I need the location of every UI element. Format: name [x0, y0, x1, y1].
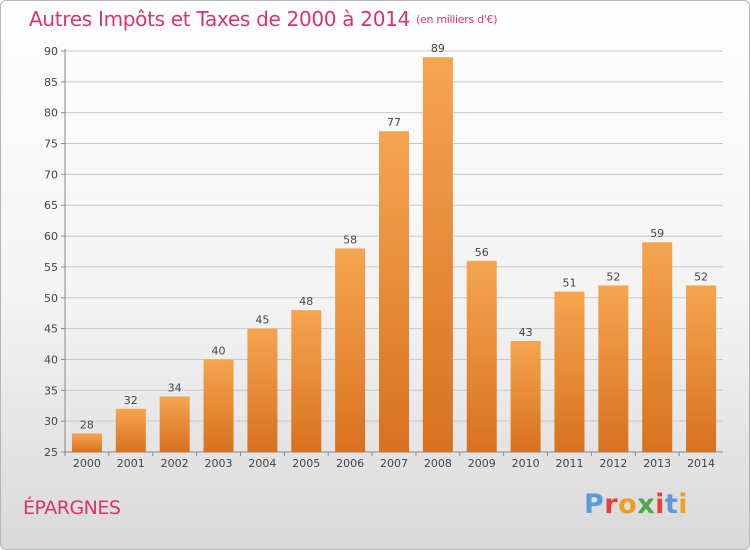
- x-tick-label: 2008: [424, 457, 452, 470]
- data-label: 34: [168, 381, 182, 394]
- brand-letter: i: [655, 489, 665, 520]
- bar: [686, 285, 717, 452]
- data-label: 28: [80, 418, 94, 431]
- y-tick-label: 55: [44, 261, 58, 274]
- y-tick-label: 90: [44, 45, 58, 58]
- brand-letter: i: [678, 489, 689, 520]
- bar: [379, 131, 409, 452]
- data-label: 40: [212, 344, 226, 357]
- x-tick-label: 2010: [512, 457, 540, 470]
- x-tick-labels: 2000 2001 2002 2003 2004 2005 2006 2007 2008 2009…: [73, 457, 715, 470]
- bar: [642, 242, 673, 452]
- x-tick-label: 2013: [643, 457, 671, 470]
- bar: [159, 396, 190, 452]
- y-tick-label: 70: [44, 168, 58, 181]
- y-tick-label: 85: [44, 76, 58, 89]
- data-label: 52: [606, 270, 620, 283]
- x-tick-label: 2009: [468, 457, 496, 470]
- chart-title-text: Autres Impôts et Taxes de 2000 à 2014: [29, 7, 410, 31]
- y-tick-label: 25: [44, 446, 58, 459]
- bar: [115, 408, 146, 452]
- data-label: 77: [387, 116, 401, 129]
- data-label: 45: [255, 314, 269, 327]
- data-label: 89: [431, 42, 445, 55]
- x-tick-label: 2001: [117, 457, 145, 470]
- bar: [247, 328, 278, 452]
- proxiti-logo: Proxiti: [584, 489, 688, 520]
- bar: [203, 359, 234, 452]
- y-tick-label: 60: [44, 230, 58, 243]
- x-tick-label: 2004: [248, 457, 276, 470]
- data-label: 58: [343, 233, 357, 246]
- bars: [71, 57, 717, 453]
- brand-letter: o: [618, 489, 638, 520]
- chart-subtitle: (en milliers d'€): [416, 13, 498, 26]
- x-tick-label: 2011: [555, 457, 583, 470]
- data-label: 32: [124, 394, 138, 407]
- y-tick-label: 75: [44, 138, 58, 151]
- data-label: 51: [562, 277, 576, 290]
- y-tick-label: 80: [44, 107, 58, 120]
- x-tick-label: 2002: [161, 457, 189, 470]
- brand-letter: x: [637, 489, 656, 520]
- y-tick-label: 50: [44, 292, 58, 305]
- y-tick-label: 35: [44, 384, 58, 397]
- bar: [598, 285, 629, 452]
- brand-letter: P: [584, 489, 605, 520]
- bar: [554, 291, 585, 452]
- x-tick-label: 2000: [73, 457, 101, 470]
- brand-letter: r: [604, 489, 619, 520]
- brand-letter: t: [664, 489, 679, 520]
- bar: [291, 310, 322, 452]
- data-label: 48: [299, 295, 313, 308]
- location-label: ÉPARGNES: [23, 497, 121, 519]
- x-tick-label: 2014: [687, 457, 715, 470]
- data-label: 43: [519, 326, 533, 339]
- x-tick-label: 2006: [336, 457, 364, 470]
- value-labels: 28 32 34 40 45 48 58 77 89 56 43 51 52 59 52: [80, 42, 708, 431]
- y-tick-labels: 25 30 35 40 45 50 55 60 65 70 75 80 85 90: [44, 45, 58, 459]
- x-tick-label: 2012: [599, 457, 627, 470]
- data-label: 56: [475, 246, 489, 259]
- y-tick-label: 65: [44, 199, 58, 212]
- x-tick-label: 2003: [205, 457, 233, 470]
- data-label: 52: [694, 270, 708, 283]
- chart-title: Autres Impôts et Taxes de 2000 à 2014 (en…: [29, 7, 497, 31]
- bar: [335, 248, 366, 452]
- y-tick-label: 40: [44, 353, 58, 366]
- bar: [71, 433, 102, 452]
- bar: [466, 260, 497, 452]
- y-tick-label: 30: [44, 415, 58, 428]
- data-label: 59: [650, 227, 664, 240]
- x-tick-label: 2005: [292, 457, 320, 470]
- bar: [510, 340, 541, 452]
- y-tick-label: 45: [44, 323, 58, 336]
- x-tick-label: 2007: [380, 457, 408, 470]
- bar: [422, 57, 453, 453]
